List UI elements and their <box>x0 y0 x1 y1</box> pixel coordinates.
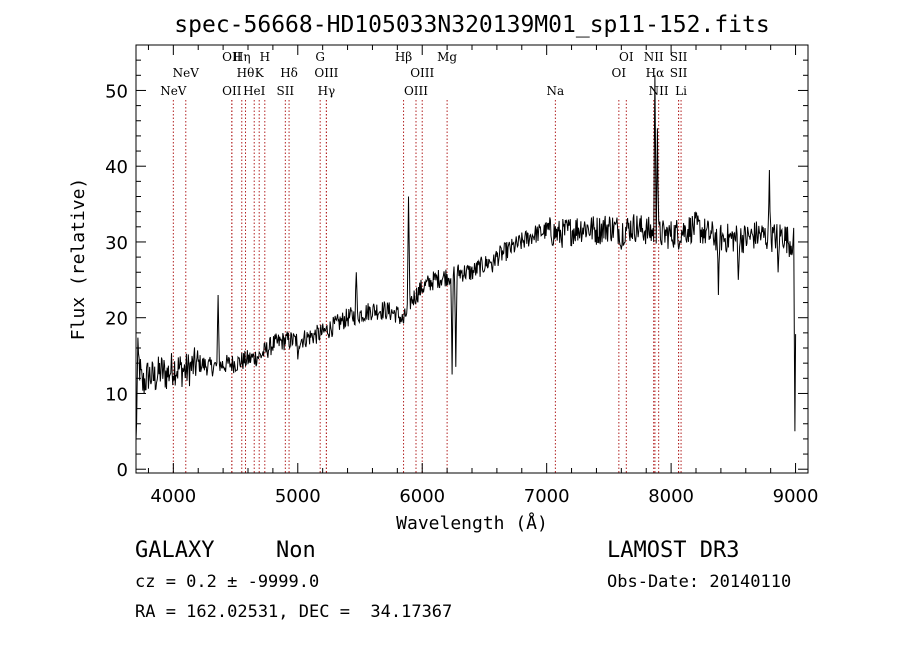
x-tick-label: 5000 <box>275 486 321 507</box>
x-tick-label: 4000 <box>150 486 196 507</box>
x-tick-label: 8000 <box>648 486 694 507</box>
emission-line-label: OI <box>619 50 634 64</box>
emission-line-label: Hθ <box>237 66 255 80</box>
spectrum-line <box>135 75 797 441</box>
emission-line-label: OI <box>612 66 627 80</box>
emission-line-label: NII <box>644 50 664 64</box>
emission-line-label: NeV <box>173 66 200 80</box>
emission-line-label: NII <box>649 84 669 98</box>
redshift-readout: cz = 0.2 ± -9999.0 <box>135 572 320 592</box>
y-tick-label: 10 <box>105 384 128 405</box>
emission-line-label: Hβ <box>395 50 412 64</box>
emission-line-label: Hγ <box>318 84 336 98</box>
emission-line-label: NeV <box>160 84 187 98</box>
emission-line-label: Na <box>547 84 565 98</box>
emission-line-label: OIII <box>410 66 434 80</box>
emission-line-label: HeI <box>243 84 266 98</box>
emission-line-label: Li <box>675 84 687 98</box>
emission-line-label: G <box>315 50 325 64</box>
emission-line-label: Hδ <box>280 66 298 80</box>
emission-line-label: OIII <box>314 66 338 80</box>
emission-line-label: Mg <box>437 50 457 64</box>
coordinates: RA = 162.02531, DEC = 34.17367 <box>135 602 453 622</box>
object-class: GALAXY <box>135 538 215 563</box>
y-axis-label: Flux (relative) <box>68 178 89 341</box>
emission-line-label: Hη <box>233 50 251 64</box>
emission-line-label: SII <box>276 84 294 98</box>
x-axis-label: Wavelength (Å) <box>396 512 548 534</box>
emission-line-label: H <box>260 50 270 64</box>
emission-line-label: SII <box>670 66 688 80</box>
emission-line-label: OII <box>222 50 242 64</box>
chart-title: spec-56668-HD105033N320139M01_sp11-152.f… <box>174 12 769 38</box>
emission-line-markers: NeVNeVOIIOIIHηHθHeIKHSIIHδGOIIIHγHβOIIIO… <box>160 50 688 473</box>
obs-date: Obs-Date: 20140110 <box>607 572 792 592</box>
axis-tick-labels: 4000 5000 6000 7000 8000 9000 0 10 20 30 40 50 <box>105 81 818 507</box>
emission-line-label: Hα <box>646 66 665 80</box>
x-tick-label: 9000 <box>773 486 819 507</box>
survey-name: LAMOST DR3 <box>607 538 740 563</box>
y-tick-label: 20 <box>105 309 128 330</box>
emission-line-label: OII <box>222 84 242 98</box>
x-tick-label: 7000 <box>524 486 570 507</box>
object-subclass: Non <box>276 538 316 563</box>
y-tick-label: 40 <box>105 157 128 178</box>
emission-line-label: K <box>255 66 265 80</box>
emission-line-label: OIII <box>404 84 428 98</box>
plot-frame <box>135 44 809 474</box>
y-tick-label: 30 <box>105 233 128 254</box>
x-tick-label: 6000 <box>399 486 445 507</box>
axis-ticks <box>136 45 808 473</box>
y-tick-label: 50 <box>105 81 128 102</box>
y-tick-label: 0 <box>117 460 128 481</box>
emission-line-label: SII <box>670 50 688 64</box>
